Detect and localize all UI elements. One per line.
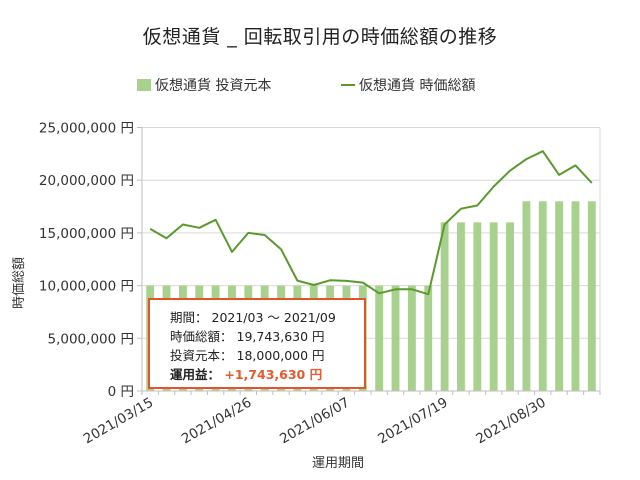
principal-label: 投資元本： [170, 348, 233, 363]
y-tick-label: 15,000,000 円 [39, 226, 134, 242]
legend-label-principal: 仮想通貨 投資元本 [155, 78, 272, 94]
principal-row: 投資元本： 18,000,000 円 [170, 345, 325, 364]
period-row: 期間： 2021/03 ～ 2021/09 [170, 307, 336, 326]
market-value-row: 時価総額： 19,743,630 円 [170, 326, 325, 345]
x-tick-label: 2021/06/07 [277, 395, 352, 448]
principal-value: 18,000,000 円 [236, 348, 325, 363]
x-tick-label: 2021/08/30 [473, 395, 548, 448]
line-series-market-value [149, 150, 593, 296]
x-tick-label: 2021/04/26 [179, 395, 254, 448]
x-tick-label: 2021/03/15 [81, 395, 156, 448]
x-axis: 2021/03/15 2021/04/26 2021/06/07 2021/07/19… [81, 390, 601, 448]
y-tick-label: 25,000,000 円 [39, 121, 134, 137]
profit-label: 運用益： [170, 367, 221, 382]
bar [506, 222, 514, 391]
x-tick-label: 2021/07/19 [375, 395, 450, 448]
profit-value: +1,743,630 円 [224, 367, 323, 382]
bar-swatch-icon [137, 79, 151, 91]
market-value-label: 時価総額： [170, 329, 233, 344]
bar [489, 222, 498, 391]
y-tick-label: 0 円 [108, 384, 134, 400]
bar [375, 285, 384, 391]
bar [538, 201, 547, 391]
bar [587, 201, 596, 391]
y-axis-title: 時価総額 [12, 257, 27, 309]
bar [457, 222, 465, 391]
x-axis-title: 運用期間 [312, 456, 364, 471]
profit-row: 運用益： +1,743,630 円 [170, 364, 322, 383]
line-swatch-icon [341, 84, 355, 86]
summary-box: 期間： 2021/03 ～ 2021/09 時価総額： 19,743,630 円… [148, 298, 366, 389]
market-value-line [149, 150, 593, 296]
bar [424, 285, 433, 391]
y-tick-label: 10,000,000 円 [39, 279, 134, 295]
market-value-value: 19,743,630 円 [236, 329, 325, 344]
bar [440, 222, 449, 391]
y-axis: 0 円 5,000,000 円 10,000,000 円 15,000,000 円 20… [39, 121, 143, 400]
y-tick-label: 5,000,000 円 [48, 331, 135, 347]
legend: 仮想通貨 投資元本 仮想通貨 時価総額 [0, 75, 640, 95]
legend-item-principal: 仮想通貨 投資元本 [137, 75, 271, 95]
bar [571, 201, 580, 391]
y-tick-label: 20,000,000 円 [39, 173, 134, 189]
legend-item-market-value: 仮想通貨 時価総額 [341, 75, 475, 95]
bar [522, 201, 531, 391]
period-label: 期間： [170, 310, 208, 325]
chart-title: 仮想通貨 _ 回転取引用の時価総額の推移 [142, 26, 498, 48]
bar [555, 201, 564, 391]
bar [391, 285, 400, 391]
legend-label-market-value: 仮想通貨 時価総額 [359, 78, 476, 94]
bar [473, 222, 482, 391]
bar [407, 285, 416, 391]
period-value: 2021/03 ～ 2021/09 [211, 310, 336, 325]
